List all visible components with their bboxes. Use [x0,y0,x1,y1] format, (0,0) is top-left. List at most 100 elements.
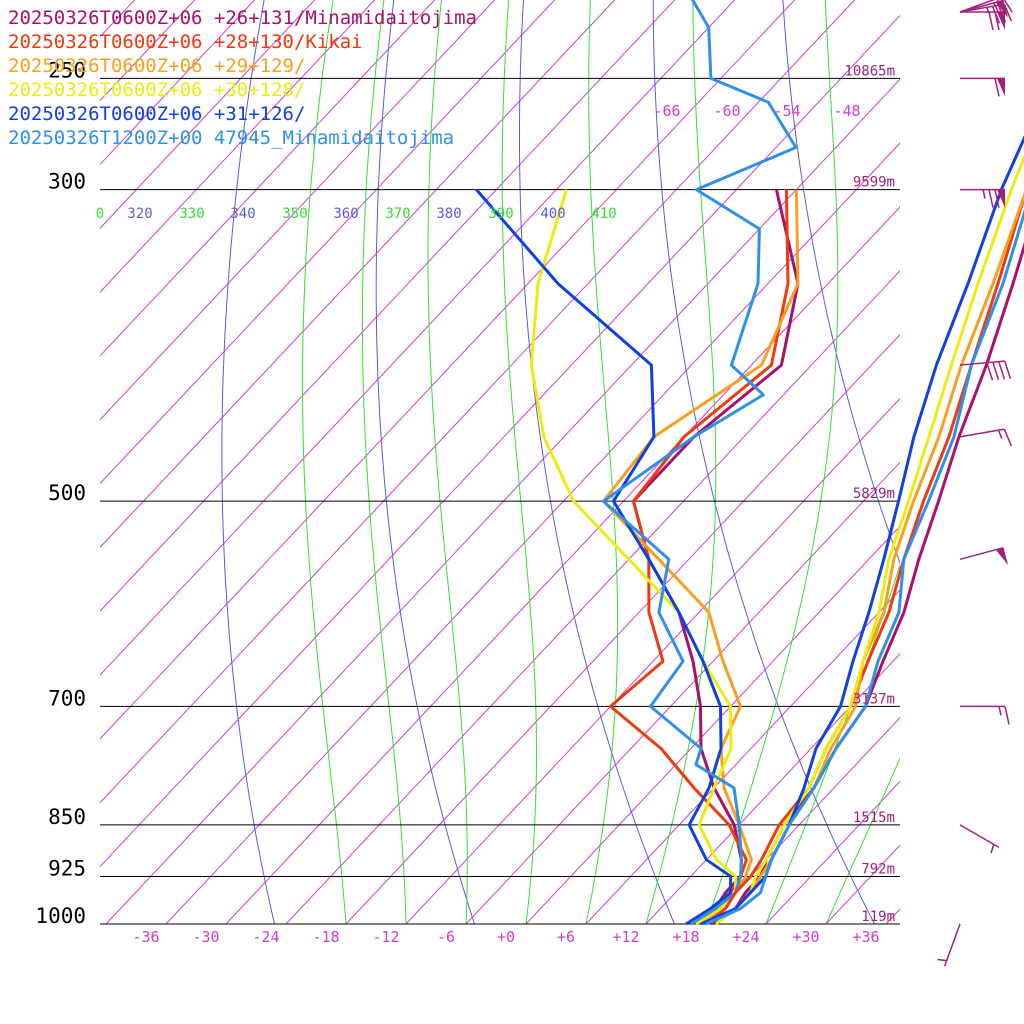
isotherm-line [705,716,900,924]
mixing-ratio-labels: -66 -60 -54 -48 [653,102,860,120]
height-label: 9599m [853,175,895,191]
temperature-line [705,208,1024,926]
isotherm-top-label: -54 [773,102,800,120]
wind-barb [959,428,1013,447]
legend: 20250326T0600Z+06 +26+131/Minamidaitojim… [8,7,477,149]
isotherm-line [100,0,616,549]
height-labels: 16567m14155m12345m10865m9599m5829m3137m1… [844,63,895,925]
dry-adiabat-line [519,0,675,924]
wind-barb [960,705,1010,725]
theta-label: 410 [591,206,616,222]
wind-barb [959,824,1000,854]
moist-adiabat-line [361,0,407,924]
mixing-ratio-lines [100,0,1024,924]
dewpoint-line [602,189,800,926]
isotherm-line [100,0,376,293]
isotherm-line [100,0,556,485]
temperature-tick-label: -6 [437,928,455,946]
temperature-tick-label: -12 [372,928,399,946]
theta-label: 380 [436,206,461,222]
dewpoint-line [529,189,738,926]
isotherm-top-label: -60 [713,102,740,120]
dewpoint-line [602,0,798,926]
legend-entry: 20250326T0600Z+06 +30+128/ [8,79,305,101]
legend-entry: 20250326T0600Z+06 +28+130/Kikai [8,31,363,53]
temperature-tick-label: +18 [672,928,699,946]
wind-barb [959,546,1009,566]
temperature-tick-label: +36 [852,928,879,946]
theta-labels: 0 320 330 340 350 360 370 380 390 400 410 [96,206,617,222]
pressure-label: 300 [48,170,86,194]
moist-adiabat-line [501,0,537,924]
theta-label: 400 [540,206,565,222]
theta-label: 360 [333,206,358,222]
temperature-line [700,135,1024,926]
pressure-label: 1000 [35,904,86,928]
isotherm-line [825,844,900,924]
pressure-labels: 1001502002503005007008509251000 [35,58,86,928]
wind-barb [959,0,1009,18]
temperature-line [705,192,1024,926]
isotherm-line [100,0,496,421]
theta-label: 330 [179,206,204,222]
height-label: 792m [861,861,895,877]
dry-adiabat-line [221,0,275,924]
temperature-line [715,154,1024,926]
dry-adiabat-line [1008,0,1024,924]
temperature-tick-label: +24 [732,928,759,946]
pressure-label: 850 [48,805,86,829]
moist-adiabat-line [765,563,900,924]
dry-adiabat-line [897,0,1024,924]
dewpoint-line [475,188,733,926]
dry-adiabat-line [652,0,875,924]
isotherm-line [100,0,796,740]
dewpoint-line [609,189,790,926]
theta-label: 340 [230,206,255,222]
temperature-line [710,242,1024,926]
wind-barb [960,11,1005,31]
sounding-series [475,0,1024,926]
temperature-tick-label: +0 [497,928,515,946]
legend-entry: 20250326T0600Z+06 +29+129/ [8,55,305,77]
moist-adiabat-line [585,0,619,924]
wind-barbs [937,0,1013,967]
wind-barb [960,188,1005,208]
isotherm-line [946,0,1024,924]
pressure-label: 700 [48,686,86,710]
isotherm-line [285,270,900,924]
temperature-tick-label: -36 [132,928,159,946]
theta-label: 320 [127,206,152,222]
theta-label: 370 [385,206,410,222]
pressure-label: 925 [48,856,86,880]
legend-entry: 20250326T0600Z+06 +31+126/ [8,103,305,125]
isobars [100,77,900,925]
isotherm-line [165,142,900,924]
isotherm-line [465,461,900,924]
isotherm-line [645,653,900,924]
height-label: 10865m [844,63,895,79]
theta-label: 390 [488,206,513,222]
moist-adiabat-line [302,0,347,924]
isotherm-line [100,0,676,612]
height-label: 5829m [853,486,895,502]
height-label: 1515m [853,810,895,826]
pressure-label: 250 [48,58,86,82]
temperature-tick-label: +30 [792,928,819,946]
theta-label: 0 [96,206,104,222]
isotherm-line [1006,0,1024,924]
isotherm-line [100,14,900,868]
isotherm-line [345,333,900,924]
legend-entry: 20250326T0600Z+06 +26+131/Minamidaitojim… [8,7,477,29]
isotherm-line [100,0,316,229]
wind-barb [959,360,1012,381]
isotherm-line [585,589,900,924]
wind-barb [937,923,961,967]
isotherm-line [100,0,436,357]
temperature-tick-label: -18 [312,928,339,946]
isotherm-line [225,206,900,924]
moist-adiabat-line [825,757,900,924]
height-label: 3137m [853,691,895,707]
isotherm-line [405,397,900,924]
pressure-label: 500 [48,481,86,505]
